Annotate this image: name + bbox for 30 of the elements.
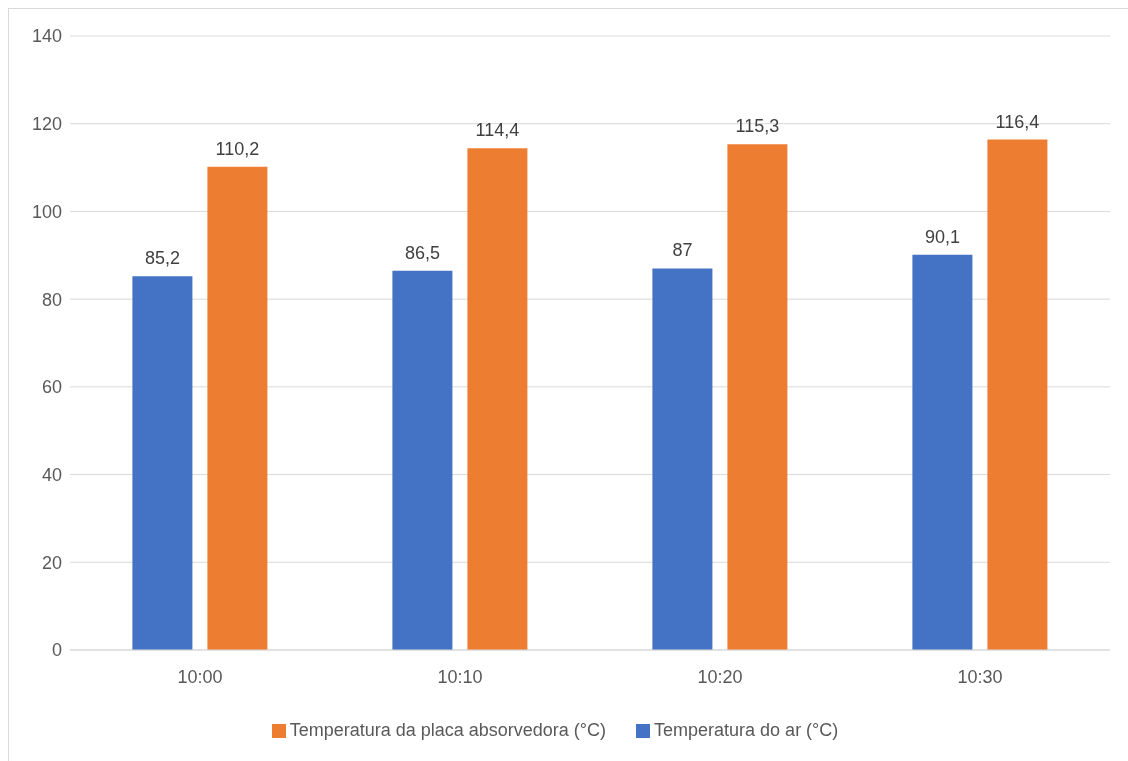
data-label: 86,5 [404, 242, 440, 263]
legend-label: Temperatura do ar (°C) [654, 720, 839, 740]
x-tick-label: 10:20 [697, 666, 743, 687]
y-tick-label: 60 [41, 377, 62, 398]
bar [207, 166, 268, 650]
x-tick-label: 10:00 [177, 666, 223, 687]
y-tick-label: 120 [31, 114, 62, 135]
data-label: 110,2 [215, 138, 260, 159]
x-tick-label: 10:30 [957, 666, 1003, 687]
data-label: 114,4 [475, 120, 520, 141]
y-tick-label: 100 [31, 201, 62, 222]
bar [912, 254, 973, 650]
data-label: 85,2 [144, 248, 180, 269]
bar [987, 139, 1048, 650]
y-tick-label: 20 [41, 552, 62, 573]
data-label: 115,3 [735, 116, 780, 137]
bar [727, 144, 788, 650]
y-tick-label: 0 [51, 640, 62, 661]
bar [467, 148, 528, 650]
y-tick-label: 140 [31, 26, 62, 47]
bar [132, 276, 193, 650]
y-tick-label: 40 [41, 464, 62, 485]
data-label: 90,1 [924, 226, 960, 247]
x-tick-label: 10:10 [437, 666, 483, 687]
bar [392, 270, 453, 650]
legend-label: Temperatura da placa absorvedora (°C) [289, 720, 607, 740]
y-tick-label: 80 [41, 289, 62, 310]
data-label: 116,4 [995, 111, 1040, 132]
data-label: 87 [672, 240, 693, 261]
bar [652, 268, 713, 650]
